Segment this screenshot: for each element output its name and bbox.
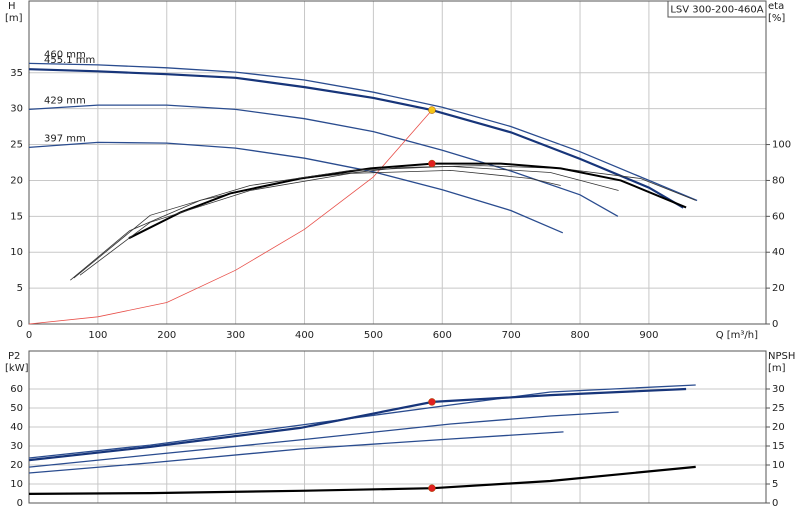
operating-point <box>428 484 436 492</box>
y-axis-unit: [kW] <box>5 363 29 374</box>
y2-tick-label: 60 <box>772 211 785 222</box>
y-tick-label: 0 <box>17 498 23 509</box>
title-box <box>667 0 767 18</box>
y-axis-unit: [m] <box>5 13 23 24</box>
operating-point <box>428 159 436 168</box>
curve <box>28 411 619 468</box>
y2-tick-label: 20 <box>772 283 785 294</box>
y2-axis-label: NPSH <box>768 351 795 362</box>
y-tick-label: 25 <box>10 140 23 151</box>
x-tick-label: 800 <box>570 330 589 341</box>
y2-tick-label: 100 <box>772 140 791 151</box>
y2-tick-label: 20 <box>772 422 785 433</box>
chart-title: LSV 300-200-460A <box>670 5 763 16</box>
x-tick-label: 500 <box>364 330 383 341</box>
curve-label: 429 mm <box>44 95 86 106</box>
x-tick-label: 0 <box>26 330 32 341</box>
y2-tick-label: 25 <box>772 403 785 414</box>
y-axis-label: H <box>8 1 16 12</box>
y2-axis-unit: [%] <box>768 13 785 24</box>
y-tick-label: 60 <box>10 384 23 395</box>
y2-tick-label: 0 <box>772 498 778 509</box>
x-axis-label: Q [m³/h] <box>716 330 758 341</box>
y-tick-label: 10 <box>10 247 23 258</box>
curve <box>28 141 564 234</box>
y-tick-label: 5 <box>17 283 23 294</box>
curve <box>28 62 698 202</box>
y2-tick-label: 15 <box>772 441 785 452</box>
curve <box>28 384 696 459</box>
x-tick-label: 100 <box>88 330 107 341</box>
x-tick-label: 900 <box>639 330 658 341</box>
x-tick-label: 300 <box>226 330 245 341</box>
y2-axis-unit: [m] <box>768 363 786 374</box>
y-tick-label: 10 <box>10 479 23 490</box>
curve <box>70 165 696 281</box>
plot-frame <box>28 0 767 325</box>
curve <box>73 165 619 279</box>
x-tick-label: 700 <box>502 330 521 341</box>
curve <box>28 431 564 474</box>
y-axis-label: P2 <box>8 351 20 362</box>
curve <box>28 68 684 209</box>
curve <box>28 109 433 325</box>
y-tick-label: 30 <box>10 441 23 452</box>
operating-point <box>428 106 436 114</box>
curve <box>79 169 561 276</box>
y2-tick-label: 0 <box>772 319 778 330</box>
y2-tick-label: 30 <box>772 384 785 395</box>
y-tick-label: 35 <box>10 68 23 79</box>
x-tick-label: 200 <box>157 330 176 341</box>
y2-tick-label: 40 <box>772 247 785 258</box>
y2-tick-label: 10 <box>772 460 785 471</box>
y-tick-label: 50 <box>10 403 23 414</box>
y-tick-label: 30 <box>10 104 23 115</box>
curve <box>28 387 687 462</box>
y-tick-label: 20 <box>10 175 23 186</box>
y-tick-label: 0 <box>17 319 23 330</box>
plot-frame <box>28 350 767 504</box>
y2-axis-label: eta <box>768 1 784 12</box>
curve <box>28 104 619 217</box>
x-tick-label: 600 <box>433 330 452 341</box>
curve <box>28 465 696 495</box>
curve <box>128 162 687 240</box>
y-tick-label: 40 <box>10 422 23 433</box>
curve-label: 397 mm <box>44 133 86 144</box>
y2-tick-label: 80 <box>772 175 785 186</box>
y-tick-label: 20 <box>10 460 23 471</box>
operating-point <box>428 398 436 406</box>
y2-tick-label: 5 <box>772 479 778 490</box>
y-tick-label: 15 <box>10 211 23 222</box>
curve-label: 460 mm <box>44 49 86 60</box>
curve-label: 455.1 mm <box>44 55 95 66</box>
x-tick-label: 400 <box>295 330 314 341</box>
